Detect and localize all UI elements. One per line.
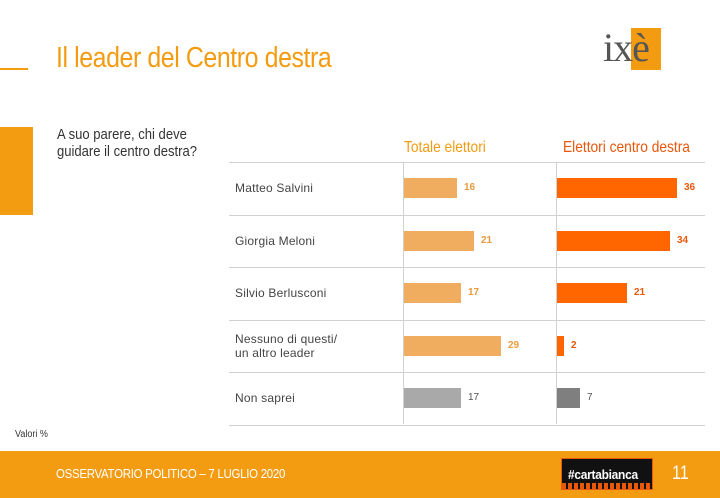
side-accent-block bbox=[0, 127, 33, 215]
bar-centro-destra bbox=[557, 388, 580, 408]
series-header-centro-destra: Elettori centro destra bbox=[563, 139, 690, 156]
data-label: 34 bbox=[677, 235, 689, 246]
bar-centro-destra bbox=[557, 178, 677, 198]
gridline-vertical bbox=[556, 162, 557, 424]
category-label-line: Non saprei bbox=[235, 391, 296, 405]
gridline-horizontal bbox=[229, 320, 705, 321]
data-label: 7 bbox=[587, 392, 593, 403]
bar-totale bbox=[404, 336, 501, 356]
footer-text: OSSERVATORIO POLITICO – 7 LUGLIO 2020 bbox=[56, 466, 286, 481]
bar-totale bbox=[404, 231, 474, 251]
series-header-totale: Totale elettori bbox=[404, 139, 486, 156]
gridline-horizontal bbox=[229, 372, 705, 373]
bar-centro-destra bbox=[557, 336, 564, 356]
survey-question: A suo parere, chi deve guidare il centro… bbox=[57, 127, 198, 160]
gridline-vertical bbox=[403, 162, 404, 424]
ixe-logo: ixè bbox=[603, 22, 663, 70]
data-label: 16 bbox=[464, 182, 476, 193]
data-label: 17 bbox=[468, 287, 480, 298]
data-label: 36 bbox=[684, 182, 696, 193]
values-footnote: Valori % bbox=[15, 429, 48, 440]
logo-text: ixè bbox=[603, 25, 650, 70]
cartabianca-logo: #cartabianca bbox=[561, 458, 653, 490]
data-label: 2 bbox=[571, 340, 577, 351]
page-title: Il leader del Centro destra bbox=[56, 42, 332, 74]
gridline-horizontal bbox=[229, 162, 705, 163]
bar-totale bbox=[404, 178, 457, 198]
category-label: Matteo Salvini bbox=[235, 181, 313, 195]
category-label-line: Giorgia Meloni bbox=[235, 234, 316, 248]
category-label-line: un altro leader bbox=[235, 346, 315, 360]
category-label: Nessuno di questi/un altro leader bbox=[235, 332, 337, 360]
bar-centro-destra bbox=[557, 283, 627, 303]
category-label: Silvio Berlusconi bbox=[235, 286, 326, 300]
data-label: 17 bbox=[468, 392, 480, 403]
data-label: 29 bbox=[508, 340, 520, 351]
bar-totale bbox=[404, 388, 461, 408]
category-label-line: Matteo Salvini bbox=[235, 181, 314, 195]
page-number: 11 bbox=[672, 463, 689, 484]
brand-text: #cartabianca bbox=[568, 467, 638, 482]
title-accent-line bbox=[0, 68, 28, 70]
gridline-horizontal bbox=[229, 267, 705, 268]
data-label: 21 bbox=[634, 287, 646, 298]
category-label-line: Silvio Berlusconi bbox=[235, 286, 327, 300]
gridline-horizontal bbox=[229, 215, 705, 216]
bar-totale bbox=[404, 283, 461, 303]
data-label: 21 bbox=[481, 235, 493, 246]
category-label-line: Nessuno di questi/ bbox=[235, 332, 338, 346]
category-label: Non saprei bbox=[235, 391, 295, 405]
category-label: Giorgia Meloni bbox=[235, 234, 315, 248]
bar-centro-destra bbox=[557, 231, 670, 251]
gridline-horizontal bbox=[229, 425, 705, 426]
footer-bar: OSSERVATORIO POLITICO – 7 LUGLIO 2020 #c… bbox=[0, 451, 720, 498]
